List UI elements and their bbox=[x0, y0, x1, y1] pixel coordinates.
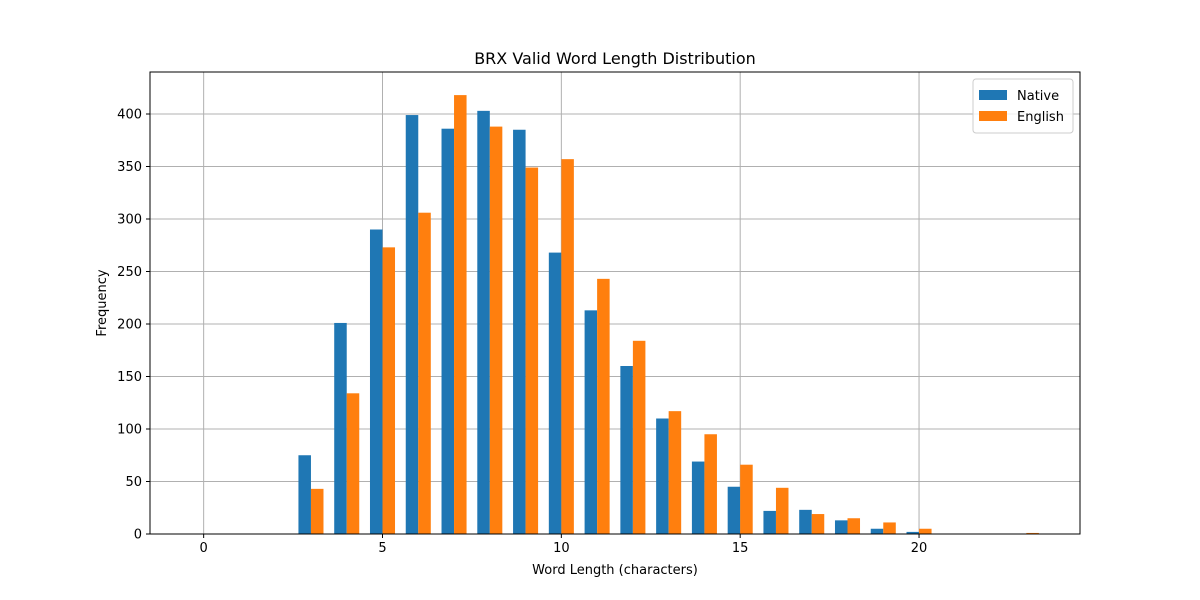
bar-native-17 bbox=[799, 509, 812, 534]
bar-native-8 bbox=[477, 110, 490, 534]
bar-english-3 bbox=[310, 488, 324, 534]
bar-native-14 bbox=[691, 461, 705, 534]
bar-english-13 bbox=[668, 411, 682, 534]
bar-native-20 bbox=[906, 531, 920, 534]
chart-title: BRX Valid Word Length Distribution bbox=[474, 49, 756, 68]
bar-native-7 bbox=[441, 128, 455, 534]
x-tick-label: 5 bbox=[378, 541, 386, 556]
bar-native-5 bbox=[369, 229, 383, 534]
y-tick-label: 350 bbox=[117, 160, 142, 175]
y-axis-label: Frequency bbox=[95, 269, 110, 336]
bar-native-4 bbox=[334, 322, 347, 534]
bar-english-8 bbox=[489, 126, 503, 534]
bar-english-4 bbox=[346, 393, 360, 534]
x-axis-label: Word Length (characters) bbox=[532, 563, 698, 578]
bar-english-17 bbox=[811, 514, 825, 534]
x-tick-label: 10 bbox=[553, 541, 570, 556]
bars bbox=[298, 95, 1039, 535]
x-tick-label: 20 bbox=[911, 541, 928, 556]
bar-native-11 bbox=[584, 310, 598, 534]
bar-native-12 bbox=[620, 366, 633, 534]
bar-english-16 bbox=[775, 487, 789, 534]
bar-english-23 bbox=[1026, 532, 1039, 534]
bar-english-19 bbox=[883, 522, 896, 534]
y-tick-label: 100 bbox=[117, 423, 142, 438]
y-tick-label: 400 bbox=[117, 108, 142, 123]
y-tick-label: 200 bbox=[117, 318, 142, 333]
y-tick-label: 0 bbox=[134, 528, 142, 543]
bar-native-19 bbox=[870, 528, 884, 534]
bar-english-20 bbox=[919, 528, 932, 534]
bar-english-10 bbox=[561, 159, 574, 534]
x-tick-label: 0 bbox=[200, 541, 208, 556]
y-tick-label: 300 bbox=[117, 213, 142, 228]
plot-frame bbox=[149, 71, 1081, 535]
legend-label-english: English bbox=[1017, 110, 1064, 125]
bar-native-6 bbox=[405, 115, 419, 535]
bar-native-16 bbox=[763, 510, 776, 534]
y-tick-label: 250 bbox=[117, 265, 142, 280]
y-tick-label: 50 bbox=[125, 475, 142, 490]
bar-english-12 bbox=[632, 340, 646, 534]
bar-english-6 bbox=[418, 212, 431, 534]
bar-english-15 bbox=[740, 464, 753, 534]
bar-english-11 bbox=[597, 278, 610, 534]
bar-english-5 bbox=[382, 247, 396, 534]
bar-native-13 bbox=[656, 418, 669, 534]
bar-native-10 bbox=[548, 252, 562, 534]
bar-native-18 bbox=[834, 520, 848, 534]
x-tick-label: 15 bbox=[732, 541, 749, 556]
bar-english-7 bbox=[454, 95, 467, 534]
bar-native-3 bbox=[298, 455, 311, 534]
legend-swatch-native bbox=[979, 90, 1007, 100]
y-tick-label: 150 bbox=[117, 370, 142, 385]
grid-lines bbox=[150, 72, 1080, 535]
legend-swatch-english bbox=[979, 111, 1007, 121]
bar-english-18 bbox=[847, 518, 861, 534]
legend-label-native: Native bbox=[1017, 89, 1059, 104]
bar-english-14 bbox=[704, 434, 717, 534]
bar-native-9 bbox=[513, 129, 526, 534]
bar-english-9 bbox=[525, 167, 539, 535]
bar-native-15 bbox=[727, 486, 741, 534]
legend: Native English bbox=[972, 78, 1074, 134]
